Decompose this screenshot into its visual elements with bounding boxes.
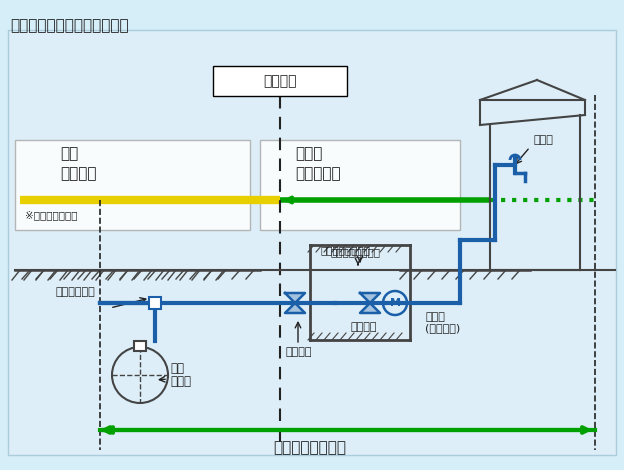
- Bar: [15, 140, 250, 230]
- Text: 配水管: 配水管: [170, 375, 191, 388]
- Text: 丙止水栓: 丙止水栓: [350, 322, 376, 332]
- Text: 乙止水栓: 乙止水栓: [285, 347, 311, 357]
- Text: 宅地内: 宅地内: [295, 146, 323, 161]
- Bar: [149, 297, 161, 309]
- Text: メーターボックス: メーターボックス: [330, 247, 380, 257]
- Text: 個人所有の給水管: 個人所有の給水管: [273, 440, 346, 455]
- Text: 市の: 市の: [170, 362, 184, 375]
- Text: ※公道漏水に限る: ※公道漏水に限る: [25, 210, 77, 220]
- Text: 個人で修理: 個人で修理: [295, 166, 341, 181]
- Text: 富里市の給水装置　修理区分: 富里市の給水装置 修理区分: [10, 18, 129, 33]
- Text: 公道: 公道: [60, 146, 78, 161]
- Polygon shape: [285, 293, 305, 313]
- Text: 官民境界: 官民境界: [263, 74, 297, 88]
- Text: 給水栓: 給水栓: [533, 135, 553, 145]
- Text: 市で修理: 市で修理: [60, 166, 97, 181]
- Text: サドル分水栓: サドル分水栓: [55, 287, 95, 297]
- Polygon shape: [360, 293, 380, 313]
- Text: M: M: [389, 298, 401, 308]
- Bar: [260, 140, 460, 230]
- Text: メーターボックス: メーターボックス: [320, 245, 370, 255]
- Text: 量水器: 量水器: [425, 312, 445, 322]
- Text: (メーター): (メーター): [425, 323, 461, 333]
- FancyBboxPatch shape: [213, 66, 347, 96]
- Bar: [134, 341, 146, 351]
